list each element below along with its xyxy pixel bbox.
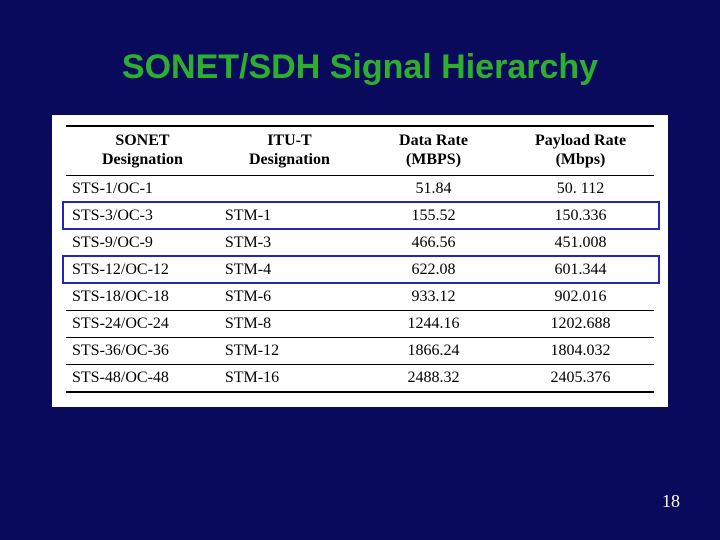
table-row: STS-1/OC-1 51.8450. 112 <box>66 176 654 203</box>
table-cell: 902.016 <box>507 284 654 311</box>
table-cell: 622.08 <box>360 257 507 284</box>
table-cell: STM-3 <box>219 230 360 257</box>
table-row: STS-24/OC-24STM-81244.161202.688 <box>66 311 654 338</box>
table-cell: 51.84 <box>360 176 507 203</box>
table-cell: STM-16 <box>219 365 360 393</box>
table-cell: 1244.16 <box>360 311 507 338</box>
col-header-data-rate: Data Rate (MBPS) <box>360 126 507 176</box>
table-row: STS-12/OC-12STM-4622.08601.344 <box>66 257 654 284</box>
table-cell: 933.12 <box>360 284 507 311</box>
table-cell: 1866.24 <box>360 338 507 365</box>
table-body: STS-1/OC-151.8450. 112STS-3/OC-3STM-1155… <box>66 176 654 393</box>
table-cell: STS-12/OC-12 <box>66 257 219 284</box>
signal-hierarchy-table: SONET Designation ITU-T Designation Data… <box>66 125 654 393</box>
table-cell: STM-4 <box>219 257 360 284</box>
page-number: 18 <box>662 491 680 512</box>
table-cell: 1804.032 <box>507 338 654 365</box>
table-cell: STM-8 <box>219 311 360 338</box>
slide-title: SONET/SDH Signal Hierarchy <box>0 0 720 115</box>
table-row: STS-48/OC-48STM-162488.322405.376 <box>66 365 654 393</box>
col-header-sonet: SONET Designation <box>66 126 219 176</box>
table-cell: STS-3/OC-3 <box>66 203 219 230</box>
col-header-itut: ITU-T Designation <box>219 126 360 176</box>
table-cell: STM-12 <box>219 338 360 365</box>
table-container: SONET Designation ITU-T Designation Data… <box>52 115 668 407</box>
table-cell: 2488.32 <box>360 365 507 393</box>
table-cell <box>219 176 360 203</box>
table-cell: STS-1/OC-1 <box>66 176 219 203</box>
table-cell: 155.52 <box>360 203 507 230</box>
table-row: STS-18/OC-18STM-6933.12902.016 <box>66 284 654 311</box>
table-cell: 50. 112 <box>507 176 654 203</box>
table-cell: 601.344 <box>507 257 654 284</box>
table-cell: STS-18/OC-18 <box>66 284 219 311</box>
table-cell: STS-48/OC-48 <box>66 365 219 393</box>
table-cell: 451.008 <box>507 230 654 257</box>
table-cell: 2405.376 <box>507 365 654 393</box>
table-cell: STS-24/OC-24 <box>66 311 219 338</box>
table-cell: 466.56 <box>360 230 507 257</box>
table-cell: STS-36/OC-36 <box>66 338 219 365</box>
table-cell: STS-9/OC-9 <box>66 230 219 257</box>
table-row: STS-9/OC-9STM-3466.56451.008 <box>66 230 654 257</box>
table-cell: 150.336 <box>507 203 654 230</box>
table-cell: STM-6 <box>219 284 360 311</box>
table-row: STS-36/OC-36STM-121866.241804.032 <box>66 338 654 365</box>
table-cell: STM-1 <box>219 203 360 230</box>
table-cell: 1202.688 <box>507 311 654 338</box>
table-row: STS-3/OC-3STM-1155.52150.336 <box>66 203 654 230</box>
col-header-payload-rate: Payload Rate (Mbps) <box>507 126 654 176</box>
table-header: SONET Designation ITU-T Designation Data… <box>66 126 654 176</box>
